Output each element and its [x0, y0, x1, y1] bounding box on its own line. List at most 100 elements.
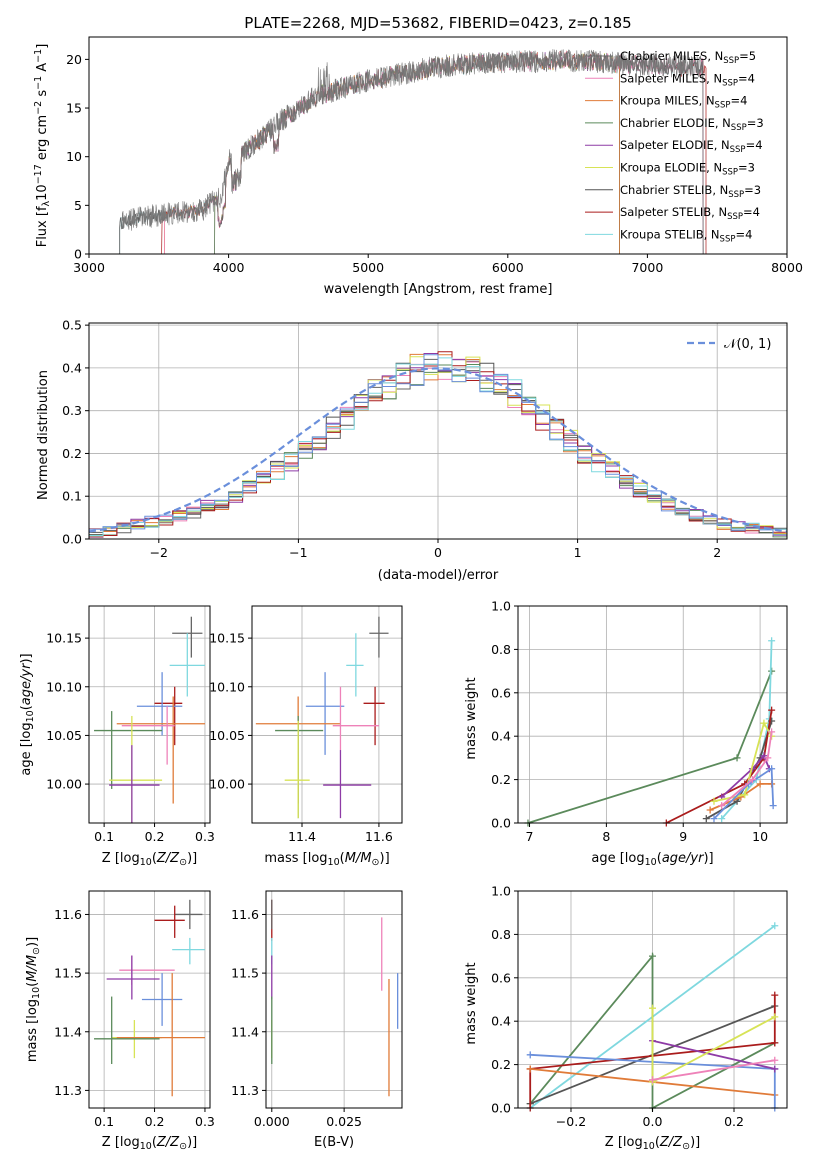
panel-mass_vs_ebv: 0.000 0.025 11.3 11.4 11.5 11.6: [231, 890, 403, 1129]
label-part: ⊙: [682, 1141, 690, 1152]
x-axis-label: Z [log10(Z/Z⊙)]: [102, 1135, 197, 1152]
x-tick-label: 2: [713, 545, 721, 560]
error-bar-point: [275, 715, 324, 819]
axes-frame: [517, 890, 788, 1109]
axes-frame: [517, 605, 788, 824]
label-part: mass [log: [264, 851, 327, 866]
legend-value: =5: [739, 49, 756, 63]
label-part: Flux [f: [35, 206, 50, 247]
y-tick-label: 0.0: [491, 816, 511, 831]
legend-label: Kroupa MILES, NSSP=4: [620, 94, 747, 111]
label-part: 10: [35, 184, 50, 201]
plot-area-weight_vs_age: [524, 637, 777, 827]
mass-weight-marker: [526, 1051, 534, 1059]
y-tick-label: 0.2: [491, 1057, 511, 1072]
mass-weight-marker: [741, 791, 749, 799]
mass-weight-line: [652, 1059, 775, 1081]
y-tick-label: 0.3: [62, 403, 82, 418]
label-part: Z [log: [102, 851, 140, 866]
y-tick-label: 11.5: [231, 966, 259, 981]
x-tick-label: 0.000: [254, 1114, 290, 1129]
x-tick-label: 0: [434, 545, 442, 560]
axes-frame: [88, 605, 211, 824]
mass-weight-marker: [771, 1039, 779, 1047]
legend-label: Chabrier MILES, NSSP=5: [620, 49, 756, 66]
x-tick-label: 4000: [213, 260, 245, 275]
y-tick-label: 20: [66, 52, 82, 67]
y-tick-label: 11.3: [231, 1083, 259, 1098]
x-tick-label: 3000: [73, 260, 105, 275]
axes-frame: [88, 322, 788, 540]
normal-distribution-curve: [88, 367, 788, 533]
legend-name: Salpeter ELODIE, N: [620, 138, 730, 152]
error-bar-point: [174, 899, 203, 930]
label-part: ⊙: [372, 857, 380, 868]
legend-label: Salpeter MILES, NSSP=4: [620, 71, 755, 88]
y-tick-label: 0.0: [62, 532, 82, 547]
label-part: Z/Z: [156, 1135, 180, 1150]
y-tick-label: 0.6: [491, 970, 511, 985]
mass-weight-marker: [649, 952, 656, 960]
mass-weight-marker: [771, 1065, 779, 1073]
y-tick-label: 1.0: [491, 599, 511, 614]
model-spectrum-line: [164, 50, 620, 255]
label-part: λ: [41, 200, 52, 206]
label-part: )]: [187, 851, 197, 866]
error-bar-point: [363, 686, 385, 746]
mass-weight-marker: [760, 719, 768, 727]
legend-name: Chabrier ELODIE, N: [620, 116, 731, 130]
x-axis-label: wavelength [Angstrom, rest frame]: [324, 282, 553, 297]
x-tick-label: 0.1: [94, 1114, 114, 1129]
legend-name: Chabrier STELIB, N: [620, 183, 728, 197]
x-tick-label: 8000: [771, 260, 803, 275]
y-tick-label: 1.0: [491, 884, 511, 899]
label-part: )]: [19, 653, 34, 663]
mass-weight-marker: [526, 1065, 534, 1073]
label-part: −1: [33, 49, 44, 63]
model-spectrum-line: [119, 52, 704, 255]
y-tick-label: 11.4: [231, 1024, 259, 1039]
mass-weight-marker: [768, 728, 776, 736]
label-part: ⊙: [31, 947, 42, 955]
label-part: A: [35, 63, 50, 76]
label-part: (: [655, 1135, 660, 1150]
y-tick-label: 0.6: [491, 685, 511, 700]
error-bar-point: [94, 711, 163, 789]
y-axis-label: mass [log10(M/M⊙)]: [25, 937, 42, 1062]
label-part: −2: [33, 101, 44, 115]
label-part: 10: [328, 857, 340, 868]
label-part: Z/Z: [659, 1135, 683, 1150]
mass-weight-marker: [733, 754, 741, 762]
error-bar-point: [369, 616, 389, 658]
label-part: )]: [187, 1135, 197, 1150]
error-bar-point: [136, 672, 183, 736]
x-tick-label: 0.2: [145, 829, 165, 844]
plot-area-age_vs_mass: [255, 616, 389, 819]
y-tick-label: 10.00: [46, 777, 82, 792]
legend-label: Kroupa STELIB, NSSP=4: [620, 227, 752, 244]
x-tick-label: 8: [602, 829, 610, 844]
x-tick-label: 7000: [631, 260, 663, 275]
x-axis-label: Z [log10(Z/Z⊙)]: [102, 851, 197, 868]
y-tick-label: 0.4: [491, 1014, 511, 1029]
x-tick-label: 11.6: [365, 829, 393, 844]
model-spectrum-line: [214, 51, 620, 255]
mass-weight-marker: [764, 754, 772, 762]
label-part: M/M: [345, 851, 372, 866]
y-axis-label: Normed distribution: [36, 370, 51, 500]
x-tick-label: 9: [679, 829, 687, 844]
legend-label: Chabrier ELODIE, NSSP=3: [620, 116, 764, 133]
legend-name: Chabrier MILES, N: [620, 49, 723, 63]
y-axis-label: age [log10(age/yr)]: [19, 653, 36, 775]
label-part: erg cm: [35, 115, 50, 164]
axes-frame: [251, 605, 403, 824]
legend-name: Kroupa ELODIE, N: [620, 161, 722, 175]
x-tick-label: 0.0: [643, 1114, 663, 1129]
plot-area-mass_vs_ebv: [271, 899, 399, 1097]
mass-weight-marker: [771, 1056, 779, 1064]
legend-sub: SSP: [715, 101, 731, 111]
legend-label: Salpeter STELIB, NSSP=4: [620, 205, 760, 222]
x-axis-label: age [log10(age/yr)]: [591, 851, 713, 868]
label-part: )]: [25, 937, 40, 947]
